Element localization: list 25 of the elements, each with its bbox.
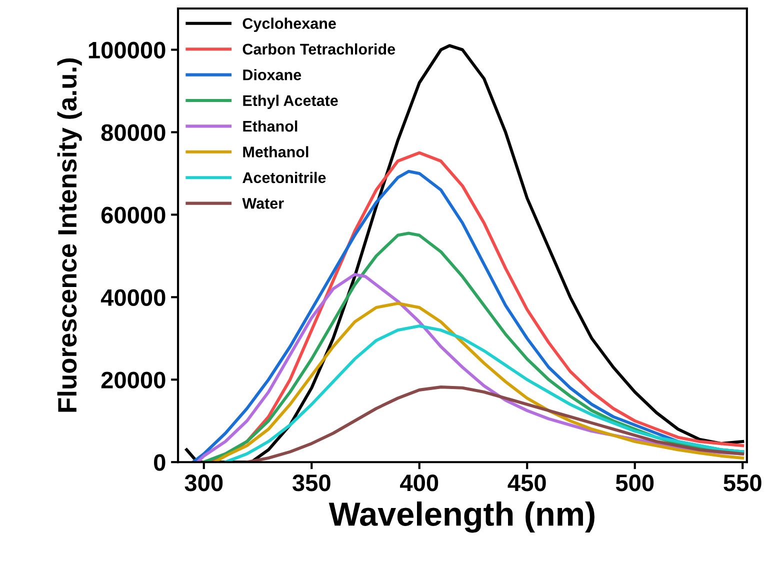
line-series: [224, 324, 744, 462]
legend-label: Methanol: [243, 146, 308, 158]
x-tick-label: 400: [400, 474, 438, 492]
y-tick-label: 60000: [101, 206, 166, 224]
legend-label: Water: [242, 198, 284, 209]
y-tick-label: 40000: [100, 289, 166, 306]
line-series: [245, 386, 744, 462]
legend-label: Ethyl Acetate: [243, 94, 338, 110]
legend-label: Carbon Tetrachloride: [242, 43, 396, 55]
legend-label: Cyclohexane: [242, 18, 336, 32]
y-axis-title: Fluorescence Intensity (a.u.): [57, 58, 82, 412]
line-series: [213, 302, 744, 462]
y-tick-label: 80000: [101, 124, 166, 141]
legend-label: Dioxane: [243, 69, 302, 80]
x-tick-label: 550: [724, 474, 762, 492]
legend-label: Ethanol: [243, 120, 298, 132]
x-tick-label: 500: [616, 474, 654, 492]
x-tick-label: 300: [184, 474, 223, 492]
y-tick-label: 100000: [88, 42, 166, 59]
y-tick-label: 20000: [101, 372, 166, 388]
x-tick-label: 350: [292, 474, 330, 492]
y-tick-label: 0: [154, 454, 166, 471]
x-tick-label: 450: [508, 474, 546, 492]
x-axis-title: Wavelength (nm): [328, 501, 594, 533]
legend-label: Acetonitrile: [242, 172, 326, 184]
